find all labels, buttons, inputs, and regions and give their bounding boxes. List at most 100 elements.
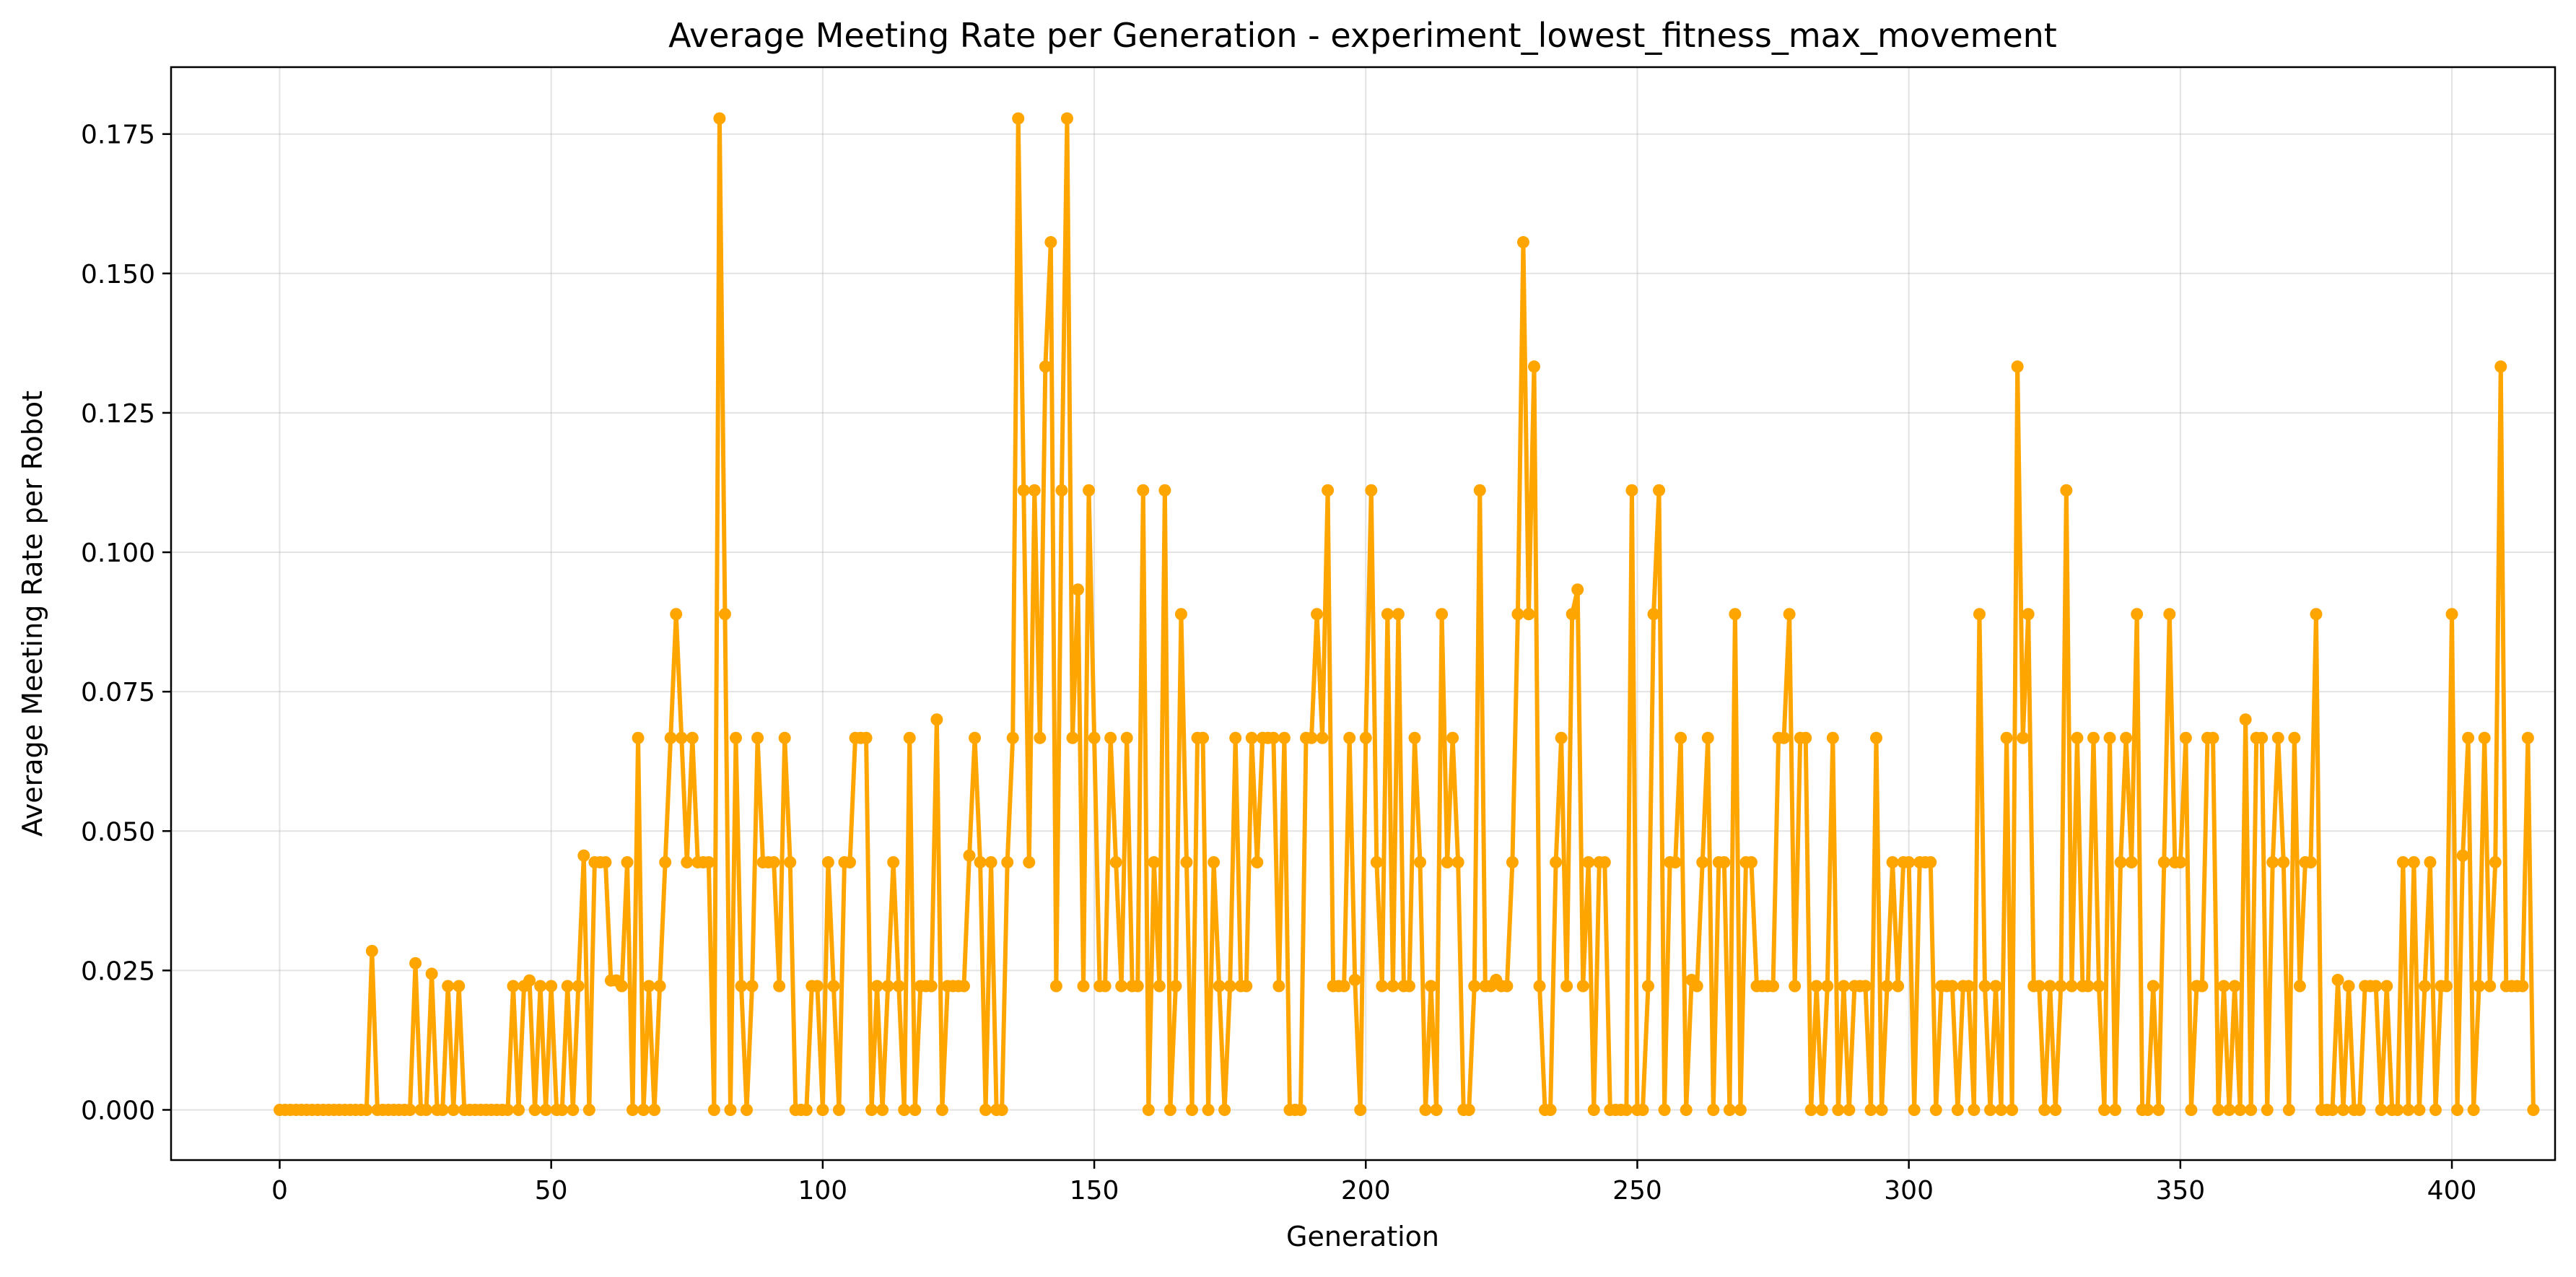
data-point: [1142, 1103, 1155, 1116]
data-point: [1071, 583, 1084, 596]
data-point: [1729, 608, 1742, 621]
data-point: [2049, 1103, 2062, 1116]
data-point: [2445, 608, 2458, 621]
data-point: [2082, 980, 2095, 993]
data-point: [2011, 360, 2024, 373]
data-point: [1099, 980, 1112, 993]
data-point: [1625, 484, 1638, 497]
data-point: [1778, 731, 1791, 744]
data-point: [1696, 856, 1709, 869]
data-point: [2141, 1103, 2154, 1116]
data-point: [599, 856, 612, 869]
data-point: [2157, 856, 2170, 869]
data-point: [2239, 713, 2252, 726]
data-point: [1060, 112, 1073, 125]
data-point: [2277, 856, 2290, 869]
data-point: [2054, 980, 2067, 993]
plot-frame: [170, 66, 2557, 1161]
data-point: [1055, 484, 1068, 497]
data-point: [1387, 980, 1400, 993]
data-point: [876, 1103, 889, 1116]
data-point: [664, 731, 677, 744]
data-point: [1516, 236, 1529, 249]
data-point: [746, 980, 759, 993]
data-point: [425, 967, 438, 980]
x-tick-label: 150: [1070, 1176, 1119, 1206]
data-point: [442, 980, 455, 993]
x-axis-ticks: 0 50 100 150 200 250 300 350 400: [271, 1160, 2476, 1206]
data-point: [1186, 1103, 1198, 1116]
data-point: [1804, 1103, 1817, 1116]
data-point: [995, 1103, 1008, 1116]
data-point: [1337, 980, 1350, 993]
data-point: [957, 980, 970, 993]
x-tick-label: 250: [1612, 1176, 1662, 1206]
data-point: [1148, 856, 1161, 869]
data-point: [735, 980, 748, 993]
data-point: [1550, 856, 1563, 869]
data-point: [1430, 1103, 1443, 1116]
data-point: [2473, 980, 2486, 993]
data-point: [974, 856, 987, 869]
data-point: [2467, 1103, 2480, 1116]
data-point: [1267, 731, 1280, 744]
data-point: [1598, 856, 1611, 869]
data-point: [2429, 1103, 2442, 1116]
data-point: [1039, 360, 1052, 373]
data-point: [1929, 1103, 1942, 1116]
data-point: [1881, 980, 1894, 993]
data-point: [1951, 1103, 1964, 1116]
data-point: [637, 1103, 650, 1116]
x-tick-label: 200: [1341, 1176, 1391, 1206]
data-point: [1044, 236, 1057, 249]
data-point: [512, 1103, 525, 1116]
data-point: [577, 849, 590, 862]
data-point: [1501, 980, 1514, 993]
data-point: [2245, 1103, 2258, 1116]
data-point: [1815, 1103, 1828, 1116]
data-point: [2266, 856, 2279, 869]
data-point: [1832, 1103, 1845, 1116]
data-point: [1392, 608, 1405, 621]
data-point: [2413, 1103, 2426, 1116]
data-point: [1636, 1103, 1649, 1116]
data-point: [2120, 731, 2133, 744]
data-point: [1723, 1103, 1736, 1116]
data-point: [2304, 856, 2317, 869]
data-point: [675, 731, 688, 744]
data-point: [767, 856, 780, 869]
data-point: [702, 856, 715, 869]
data-point: [1582, 856, 1595, 869]
data-point: [1473, 484, 1486, 497]
data-point: [784, 856, 797, 869]
data-point: [2462, 731, 2475, 744]
data-point: [686, 731, 699, 744]
data-point: [453, 980, 466, 993]
data-point: [713, 112, 726, 125]
data-point: [2228, 980, 2241, 993]
y-tick-label: 0.025: [81, 956, 155, 986]
data-point: [811, 980, 824, 993]
data-point: [1158, 484, 1171, 497]
data-point: [1837, 980, 1850, 993]
data-point: [2521, 731, 2534, 744]
data-point: [2022, 608, 2035, 621]
data-point: [1109, 856, 1122, 869]
x-axis-label: Generation: [1286, 1221, 1439, 1252]
data-point: [621, 856, 634, 869]
data-point: [1962, 980, 1975, 993]
data-point: [2092, 980, 2105, 993]
data-point: [1506, 856, 1519, 869]
data-point: [1718, 856, 1731, 869]
x-tick-label: 350: [2155, 1176, 2205, 1206]
data-point: [2206, 731, 2219, 744]
data-point: [2033, 980, 2045, 993]
data-point: [2234, 1103, 2247, 1116]
data-point: [1701, 731, 1714, 744]
data-point: [1370, 856, 1383, 869]
data-point: [1875, 1103, 1888, 1116]
data-point: [2179, 731, 2192, 744]
data-point: [1049, 980, 1062, 993]
data-point: [1017, 484, 1030, 497]
data-point: [718, 608, 731, 621]
